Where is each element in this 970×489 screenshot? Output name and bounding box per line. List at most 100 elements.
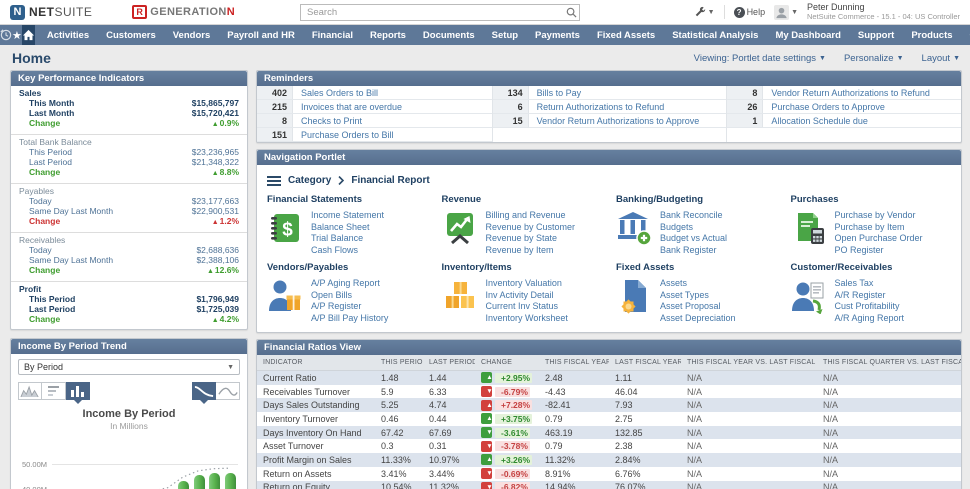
link-revenue-by-item[interactable]: Revenue by Item — [485, 244, 554, 255]
link-billing-and-revenue[interactable]: Billing and Revenue — [485, 210, 566, 220]
link-budgets[interactable]: Budgets — [660, 221, 694, 232]
link-a-r-register[interactable]: A/R Register — [834, 289, 886, 300]
link-cust-profitability[interactable]: Cust Profitability — [834, 301, 900, 311]
trend-curve-thumbnail-button[interactable] — [216, 382, 240, 401]
nav-item-support[interactable]: Support — [857, 29, 895, 41]
link-revenue-by-customer[interactable]: Revenue by Customer — [485, 221, 576, 232]
search-input[interactable] — [301, 7, 563, 18]
link-inv-activity-detail[interactable]: Inv Activity Detail — [485, 289, 554, 300]
nav-item-fixed-assets[interactable]: Fixed Assets — [596, 29, 656, 41]
nav-item-setup[interactable]: Setup — [491, 29, 519, 41]
link-inventory-valuation[interactable]: Inventory Valuation — [485, 278, 562, 288]
link-current-inv-status[interactable]: Current Inv Status — [485, 301, 559, 311]
link-asset-depreciation[interactable]: Asset Depreciation — [660, 312, 736, 323]
reminders-header[interactable]: Reminders — [257, 71, 961, 86]
category-title-financial-statements[interactable]: Financial Statements — [267, 194, 363, 205]
home-tab-icon[interactable] — [21, 25, 35, 45]
link-inventory-worksheet[interactable]: Inventory Worksheet — [485, 312, 568, 323]
user-menu[interactable]: ▼ — [774, 4, 798, 20]
reminder-sales-orders-to-bill[interactable]: 402 Sales Orders to Bill — [257, 86, 492, 100]
kpi-change-percent: 1.2% — [219, 216, 239, 227]
quick-settings-menu[interactable]: ▼ — [694, 6, 715, 18]
reminder-invoices-that-are-overdue[interactable]: 215 Invoices that are overdue — [257, 100, 492, 114]
netsuite-logo[interactable]: N NETSUITE — [10, 4, 92, 20]
recent-records-icon[interactable] — [0, 25, 12, 45]
link-assets[interactable]: Assets — [660, 278, 688, 288]
ratio-this-period: 67.42 — [381, 427, 404, 438]
financial-ratios-header[interactable]: Financial Ratios View — [257, 340, 961, 355]
link-revenue-by-state[interactable]: Revenue by State — [485, 233, 558, 243]
link-balance-sheet[interactable]: Balance Sheet — [311, 221, 370, 232]
trend-down-thumbnail-button[interactable] — [192, 382, 216, 405]
shortcuts-star-icon[interactable]: ★ — [12, 29, 22, 42]
link-asset-types[interactable]: Asset Types — [660, 289, 709, 300]
search-icon[interactable] — [563, 7, 579, 18]
nav-item-customers[interactable]: Customers — [106, 29, 156, 41]
link-open-purchase-order[interactable]: Open Purchase Order — [834, 233, 923, 243]
hamburger-icon[interactable] — [267, 175, 281, 186]
reminder-count: 215 — [257, 100, 293, 113]
navigation-portlet-header[interactable]: Navigation Portlet — [257, 150, 961, 165]
category-title-purchases[interactable]: Purchases — [790, 194, 839, 205]
category-title-revenue[interactable]: Revenue — [441, 194, 482, 205]
reminder-purchase-orders-to-approve[interactable]: 26 Purchase Orders to Approve — [727, 100, 961, 114]
nav-item-statistical-analysis[interactable]: Statistical Analysis — [672, 29, 759, 41]
reminder-vendor-return-authorizations-to-approve[interactable]: 15 Vendor Return Authorizations to Approv… — [492, 114, 727, 128]
link-a-p-register[interactable]: A/P Register — [311, 301, 362, 311]
nav-item-payroll-and-hr[interactable]: Payroll and HR — [227, 29, 295, 41]
link-cash-flows[interactable]: Cash Flows — [311, 244, 359, 255]
link-a-p-bill-pay-history[interactable]: A/P Bill Pay History — [311, 312, 389, 323]
help-button[interactable]: ? Help — [733, 6, 765, 18]
category-title-inventory-items[interactable]: Inventory/Items — [441, 262, 512, 273]
link-purchase-by-item[interactable]: Purchase by Item — [834, 221, 905, 232]
breadcrumb-category[interactable]: Category — [288, 175, 332, 186]
reminder-allocation-schedule-due[interactable]: 1 Allocation Schedule due — [727, 114, 961, 128]
category-title-fixed-assets[interactable]: Fixed Assets — [616, 262, 675, 273]
portlet-date-settings-menu[interactable]: Viewing: Portlet date settings ▼ — [694, 53, 826, 64]
link-income-statement[interactable]: Income Statement — [311, 210, 385, 220]
reminder-checks-to-print[interactable]: 8 Checks to Print — [257, 114, 492, 128]
link-sales-tax[interactable]: Sales Tax — [834, 278, 874, 288]
kpi-portlet-header[interactable]: Key Performance Indicators — [11, 71, 247, 86]
link-a-p-aging-report[interactable]: A/P Aging Report — [311, 278, 380, 288]
period-select[interactable]: By Period ▼ — [18, 359, 240, 376]
reminder-purchase-orders-to-bill[interactable]: 151 Purchase Orders to Bill — [257, 128, 492, 142]
income-trend-header[interactable]: Income By Period Trend — [11, 339, 247, 355]
ratio-fy-vs-fy: N/A — [687, 468, 703, 479]
category-title-vendors-payables[interactable]: Vendors/Payables — [267, 262, 349, 273]
nav-item-financial[interactable]: Financial — [311, 29, 354, 41]
area-chart-thumbnail-button[interactable] — [18, 382, 42, 401]
category-title-banking-budgeting[interactable]: Banking/Budgeting — [616, 194, 704, 205]
nav-item-documents[interactable]: Documents — [422, 29, 475, 41]
nav-item-activities[interactable]: Activities — [46, 29, 90, 41]
ratio-fq-vs-fq: N/A — [823, 386, 839, 397]
link-trial-balance[interactable]: Trial Balance — [311, 233, 364, 243]
kpi-section-name: Receivables — [19, 234, 66, 245]
reminder-return-authorizations-to-refund[interactable]: 6 Return Authorizations to Refund — [492, 100, 727, 114]
link-open-bills[interactable]: Open Bills — [311, 289, 353, 300]
nav-item-reports[interactable]: Reports — [370, 29, 406, 41]
user-info[interactable]: Peter Dunning NetSuite Commerce - 15.1 -… — [807, 3, 960, 22]
category-title-customer-receivables[interactable]: Customer/Receivables — [790, 262, 893, 273]
link-asset-proposal[interactable]: Asset Proposal — [660, 301, 721, 311]
link-bank-register[interactable]: Bank Register — [660, 244, 717, 255]
link-bank-reconcile[interactable]: Bank Reconcile — [660, 210, 723, 220]
list-view-button[interactable] — [42, 382, 66, 401]
link-budget-vs-actual[interactable]: Budget vs Actual — [660, 233, 728, 243]
nav-item-my-dashboard[interactable]: My Dashboard — [775, 29, 841, 41]
nav-item-payments[interactable]: Payments — [535, 29, 580, 41]
reminder-bills-to-pay[interactable]: 134 Bills to Pay — [492, 86, 727, 100]
ratio-last-period: 4.74 — [429, 400, 447, 411]
nav-item-vendors[interactable]: Vendors — [172, 29, 211, 41]
reminder-vendor-return-authorizations-to-refund[interactable]: 8 Vendor Return Authorizations to Refund — [727, 86, 961, 100]
ratio-row-return-on-equity: Return on Equity 10.54% 11.32% ▼ -6.82% 14.94… — [257, 480, 961, 489]
link-po-register[interactable]: PO Register — [834, 244, 884, 255]
link-purchase-by-vendor[interactable]: Purchase by Vendor — [834, 210, 916, 220]
link-a-r-aging-report[interactable]: A/R Aging Report — [834, 312, 905, 323]
kpi-row-label: Last Period — [29, 157, 72, 168]
nav-item-products[interactable]: Products — [911, 29, 953, 41]
layout-menu[interactable]: Layout ▼ — [922, 53, 960, 64]
bar-chart-button[interactable] — [66, 382, 90, 405]
breadcrumb-current[interactable]: Financial Report — [351, 175, 430, 186]
personalize-menu[interactable]: Personalize ▼ — [844, 53, 904, 64]
